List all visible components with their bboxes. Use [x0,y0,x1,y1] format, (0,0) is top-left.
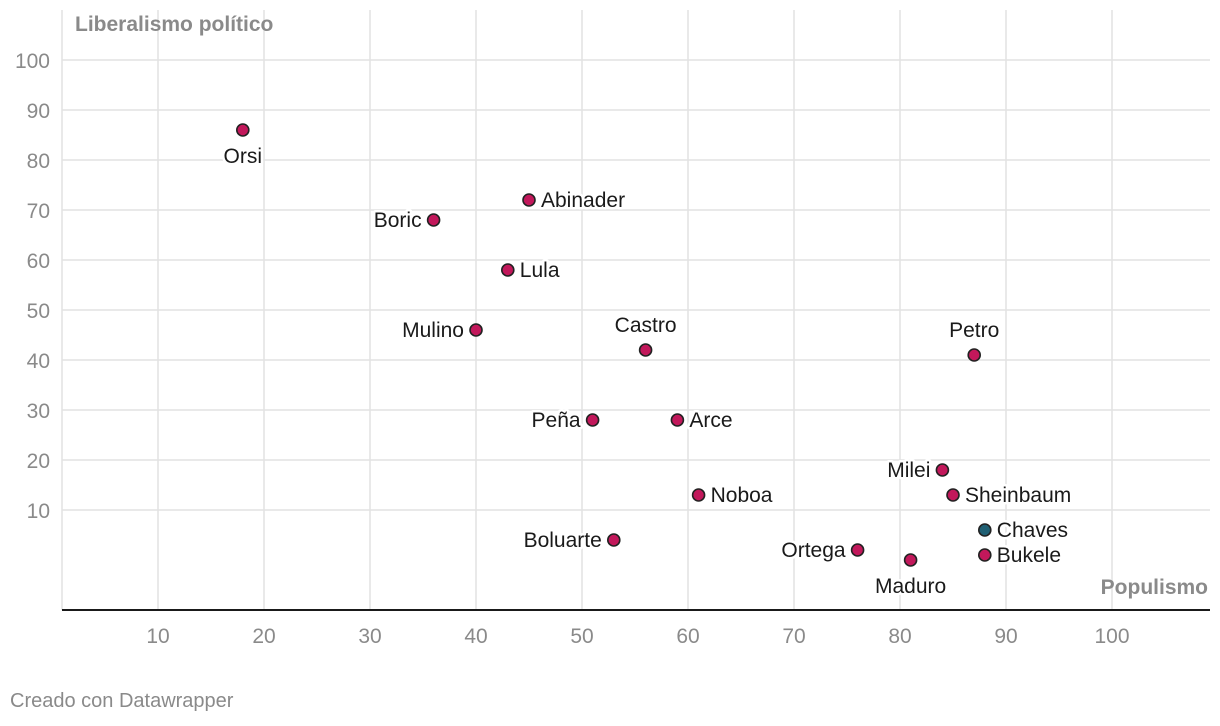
x-tick-label: 100 [1094,625,1129,648]
x-tick-label: 80 [888,625,911,648]
x-tick-label: 50 [570,625,593,648]
data-point [638,343,653,357]
data-point [935,463,950,477]
credit-text: Creado con Datawrapper [10,690,234,712]
data-point [606,533,621,547]
point-label: Orsi [224,145,263,168]
data-point [585,413,600,427]
y-tick-label: 40 [27,350,50,373]
point-label: Milei [887,459,930,482]
y-tick-label: 30 [27,400,50,423]
tick-layer: 10 20 30 40 50 60 70 80 90 100 10 20 30 40 50 60 70 80 90 1… [15,50,1130,648]
point-label: Chaves [997,519,1068,542]
y-tick-label: 100 [15,50,50,73]
point-label: Bukele [997,544,1061,567]
y-tick-label: 70 [27,200,50,223]
grid-layer [61,10,1210,610]
point-label: Sheinbaum [965,484,1071,507]
point-label: Arce [689,409,732,432]
point-label: Peña [532,409,581,432]
data-point [967,348,982,362]
point-label: Noboa [711,484,773,507]
y-tick-label: 50 [27,300,50,323]
x-tick-label: 60 [676,625,699,648]
data-point [691,488,706,502]
data-point [522,193,536,207]
data-point [236,123,250,137]
point-label: Abinader [541,189,625,212]
x-tick-label: 20 [252,625,275,648]
x-tick-label: 10 [146,625,169,648]
y-tick-label: 20 [27,450,50,473]
data-point [977,548,992,562]
data-point [500,263,515,277]
data-point [670,413,685,427]
point-label: Petro [949,319,999,342]
point-label: Boric [374,209,422,232]
y-tick-label: 90 [27,100,50,123]
data-point [903,553,918,567]
x-tick-label: 90 [994,625,1017,648]
y-tick-label: 10 [27,500,50,523]
x-tick-label: 30 [358,625,381,648]
scatter-chart: 10 20 30 40 50 60 70 80 90 100 10 20 30 40 50 60 70 80 90 1… [15,10,1210,648]
data-point [469,323,483,337]
data-point [426,213,441,227]
y-tick-label: 80 [27,150,50,173]
y-tick-label: 60 [27,250,50,273]
point-label: Lula [520,259,560,282]
data-point [977,523,992,537]
point-label: Maduro [875,575,946,598]
point-label: Ortega [781,539,846,562]
y-axis-title: Liberalismo político [75,13,273,36]
x-axis-title: Populismo [1101,576,1208,599]
point-layer: Orsi Abinader Boric Lula Mulino Castro Petro Pe… [221,123,1074,601]
point-label: Boluarte [524,529,602,552]
point-label: Mulino [402,319,464,342]
x-tick-label: 70 [782,625,805,648]
data-point [946,488,960,502]
data-point [850,543,865,557]
x-tick-label: 40 [464,625,487,648]
point-label: Castro [615,314,677,337]
